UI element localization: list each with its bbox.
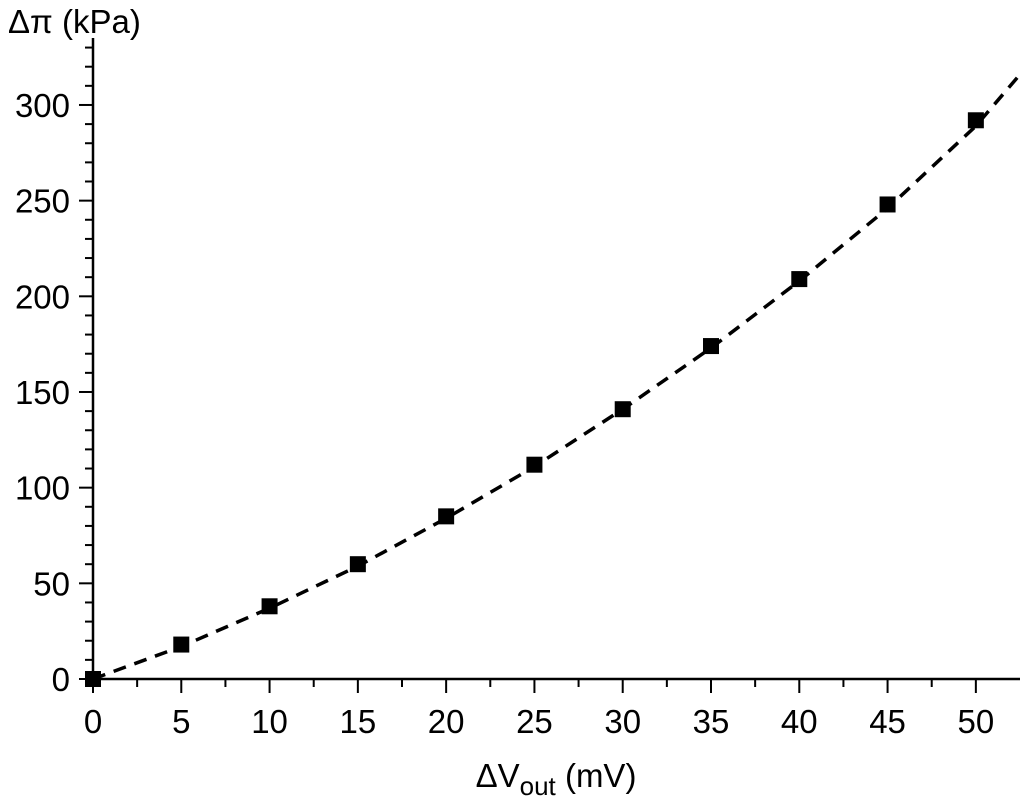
y-tick-label: 200 bbox=[15, 278, 70, 315]
data-point bbox=[438, 508, 455, 525]
axes bbox=[91, 38, 1020, 681]
x-tick-label: 10 bbox=[251, 703, 288, 740]
x-axis-title-prefix: ΔV bbox=[476, 757, 520, 794]
data-point bbox=[967, 112, 984, 129]
y-tick-label: 100 bbox=[15, 470, 70, 507]
data-point bbox=[349, 556, 366, 573]
x-tick-label: 15 bbox=[339, 703, 376, 740]
x-tick-labels: 0 5 10 15 20 25 30 35 40 45 50 bbox=[84, 703, 994, 740]
y-tick-label: 300 bbox=[15, 87, 70, 124]
data-point bbox=[261, 598, 278, 615]
y-tick-label: 150 bbox=[15, 374, 70, 411]
x-tick-label: 35 bbox=[693, 703, 730, 740]
x-tick-label: 25 bbox=[516, 703, 553, 740]
tick-marks bbox=[79, 46, 977, 693]
y-axis-title: Δπ (kPa) bbox=[8, 3, 141, 40]
x-tick-label: 40 bbox=[781, 703, 818, 740]
fit-curve-dashed bbox=[92, 73, 1022, 681]
data-point bbox=[173, 636, 190, 653]
data-points-layer bbox=[85, 112, 984, 687]
x-tick-label: 30 bbox=[604, 703, 641, 740]
x-tick-label: 0 bbox=[84, 703, 102, 740]
x-axis-title-suffix: (mV) bbox=[556, 757, 637, 794]
data-point bbox=[879, 196, 896, 213]
x-axis-title-subscript: out bbox=[520, 771, 557, 801]
data-point bbox=[614, 401, 631, 418]
data-point bbox=[703, 338, 719, 355]
x-tick-label: 5 bbox=[172, 703, 190, 740]
y-tick-labels: 0 50 100 150 200 250 300 bbox=[15, 87, 70, 698]
fit-curve-layer bbox=[92, 73, 1022, 681]
x-axis-title: ΔVout (mV) bbox=[476, 757, 637, 801]
y-tick-label: 0 bbox=[52, 661, 70, 698]
x-tick-label: 20 bbox=[428, 703, 465, 740]
data-point bbox=[85, 671, 101, 687]
data-point bbox=[791, 271, 808, 288]
y-tick-label: 50 bbox=[33, 565, 70, 602]
y-tick-label: 250 bbox=[15, 183, 70, 220]
data-point bbox=[526, 456, 543, 473]
x-tick-label: 45 bbox=[869, 703, 906, 740]
x-tick-label: 50 bbox=[957, 703, 994, 740]
